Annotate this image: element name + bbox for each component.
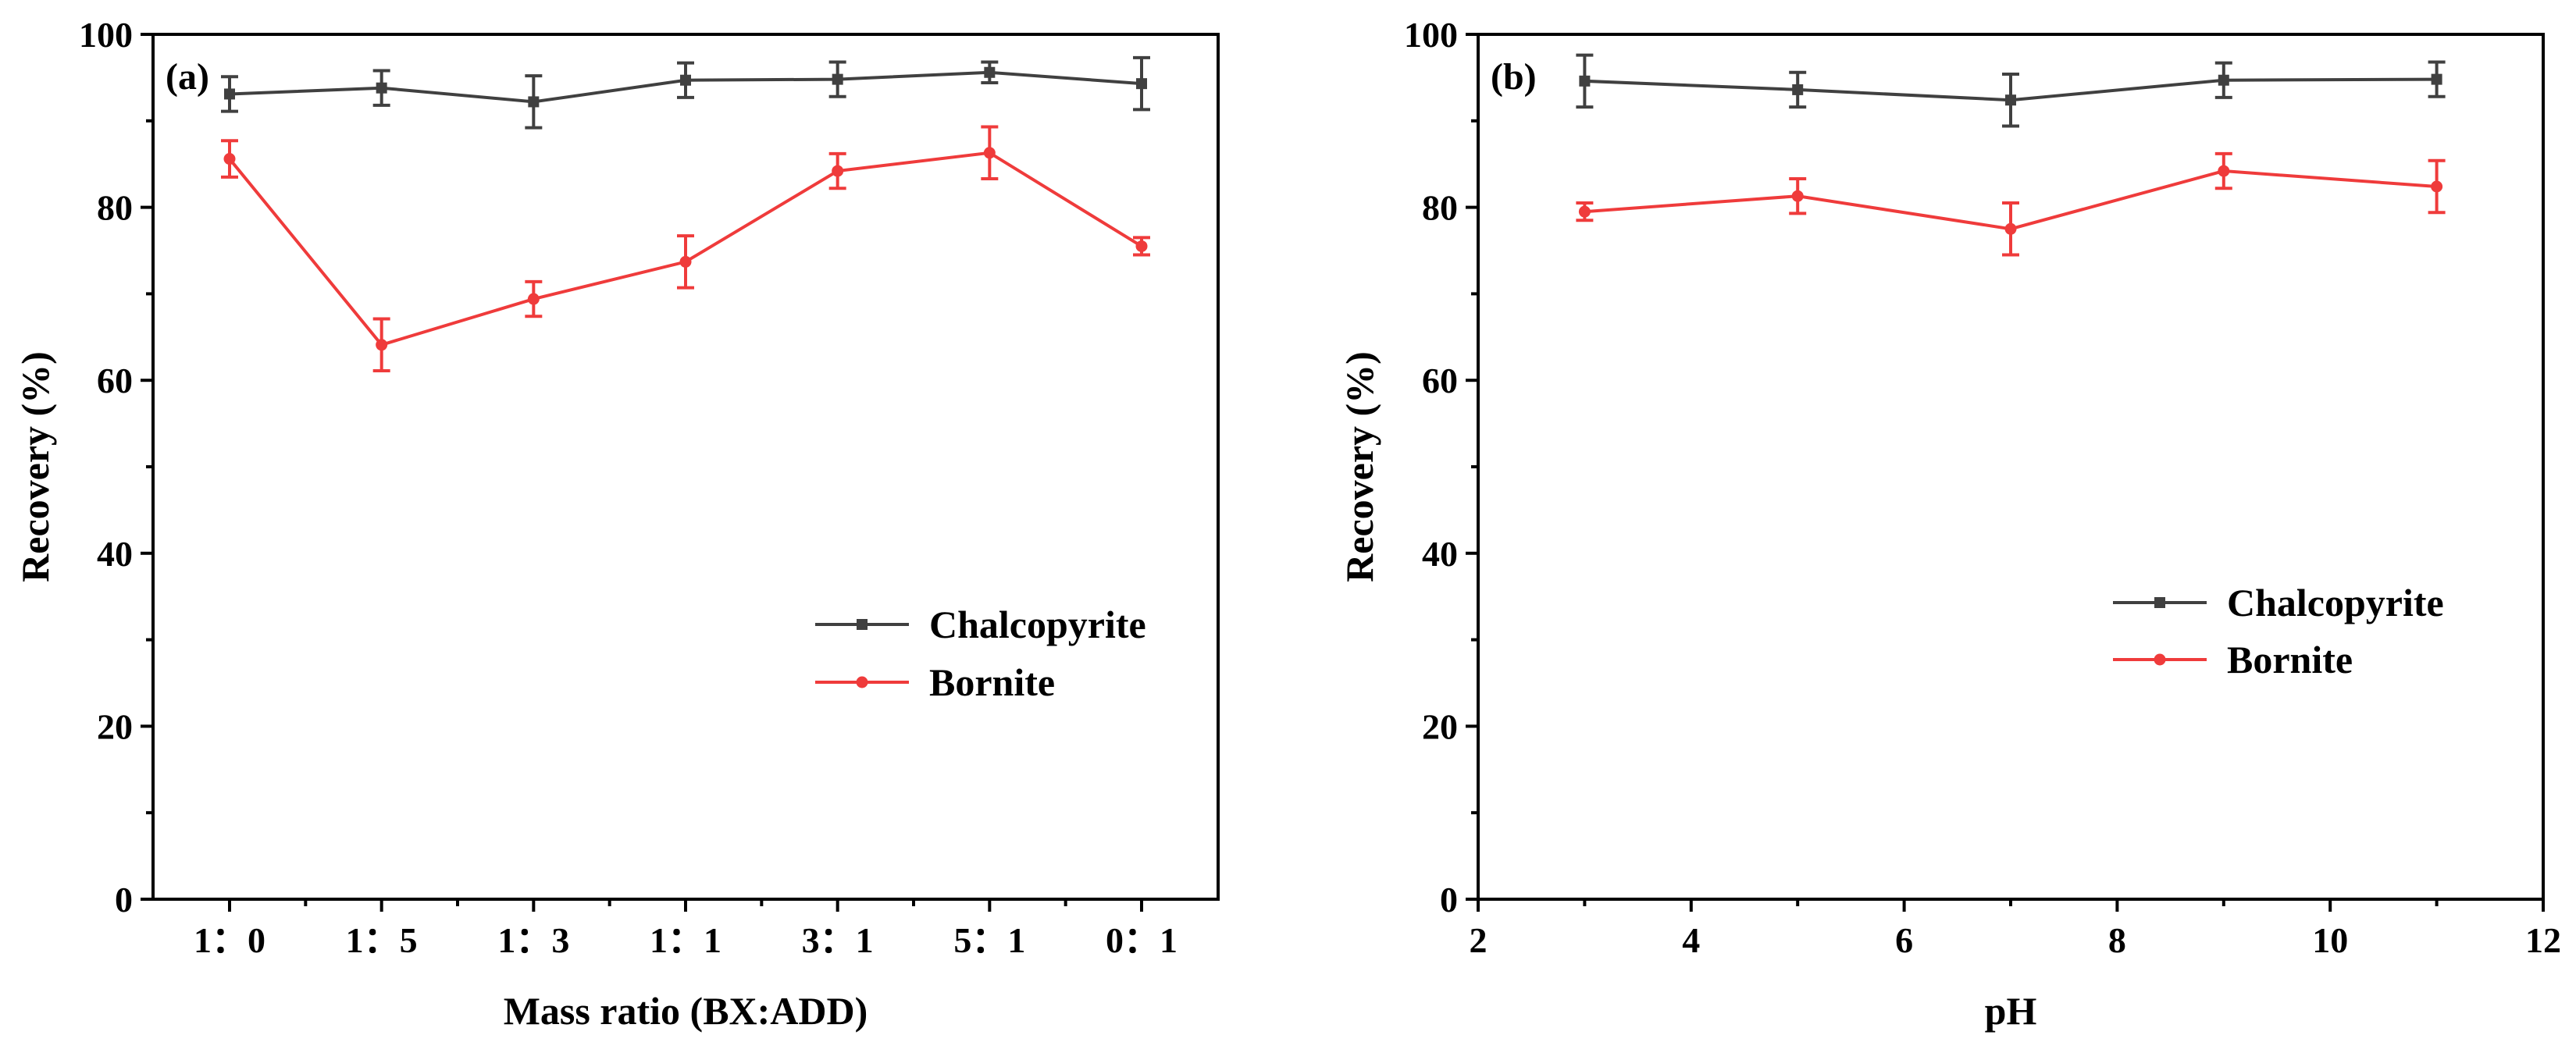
data-point-circle [1578, 205, 1591, 218]
data-point-square [1579, 75, 1591, 87]
x-tick-label: 5：1 [953, 920, 1025, 960]
data-point-square [2005, 94, 2016, 106]
data-point-square [528, 96, 540, 108]
legend: Chalcopyrite Bornite [2113, 581, 2444, 681]
data-point-circle [2004, 222, 2017, 235]
data-point-square [1136, 78, 1147, 90]
y-tick-label: 80 [97, 188, 133, 228]
x-tick-label: 10 [2312, 920, 2348, 960]
data-point-circle [2218, 165, 2230, 177]
y-tick-label: 40 [97, 534, 133, 574]
y-tick-label: 60 [97, 361, 133, 400]
legend-label: Bornite [2227, 638, 2353, 681]
y-tick-label: 60 [1422, 361, 1458, 400]
x-tick-label: 3：1 [802, 920, 874, 960]
x-tick-label: 2 [1470, 920, 1488, 960]
x-axis-title: pH [1985, 989, 2037, 1033]
series-bornite [1576, 151, 2446, 257]
y-tick-label: 0 [1440, 880, 1458, 919]
legend-label: Bornite [929, 660, 1055, 704]
series-chalcopyrite [221, 55, 1150, 130]
data-point-circle [1135, 240, 1148, 252]
x-tick-label: 6 [1895, 920, 1913, 960]
panel-label: (b) [1491, 56, 1537, 98]
data-point-square [832, 73, 843, 85]
x-tick-label: 12 [2525, 920, 2561, 960]
x-tick-label: 1：5 [346, 920, 418, 960]
x-tick-label: 0：1 [1106, 920, 1178, 960]
y-axis-title: Recovery (%) [13, 351, 57, 582]
x-tick-label: 8 [2108, 920, 2126, 960]
y-tick-label: 80 [1422, 188, 1458, 228]
legend-marker-square [857, 619, 868, 630]
data-point-circle [223, 153, 236, 165]
data-point-circle [1791, 190, 1804, 202]
data-point-square [680, 74, 691, 86]
y-tick-label: 100 [79, 15, 133, 55]
y-tick-label: 20 [97, 706, 133, 746]
data-point-square [984, 66, 996, 78]
data-point-circle [527, 293, 540, 305]
y-tick-label: 0 [115, 880, 133, 919]
x-tick-label: 4 [1682, 920, 1700, 960]
series-bornite [221, 125, 1150, 373]
data-point-square [2431, 73, 2442, 85]
data-point-circle [983, 147, 996, 159]
legend-marker-circle [856, 676, 868, 688]
series-chalcopyrite [1576, 53, 2446, 128]
x-axis-title: Mass ratio (BX:ADD) [504, 989, 868, 1033]
panel-label: (a) [166, 56, 209, 98]
y-tick-label: 20 [1422, 706, 1458, 746]
legend: Chalcopyrite Bornite [815, 603, 1146, 704]
data-point-circle [679, 255, 692, 268]
legend-marker-circle [2154, 653, 2166, 666]
data-point-circle [2431, 180, 2443, 193]
legend-marker-square [2154, 597, 2165, 608]
data-point-square [224, 88, 235, 100]
chart-panel-b: 0 20 40 60 80 100 2 4 6 8 10 12 pH Recovery (%) (b) Cha… [1338, 15, 2561, 1033]
y-tick-label: 40 [1422, 534, 1458, 574]
chart-panel-a: 0 20 40 60 80 100 1：0 1：5 1：3 1：1 3：1 5：1 0：1 Mass ra… [13, 15, 1220, 1033]
data-point-square [2218, 74, 2229, 86]
y-tick-label: 100 [1404, 15, 1458, 55]
x-tick-label: 1：3 [497, 920, 569, 960]
legend-label: Chalcopyrite [2227, 581, 2444, 624]
legend-label: Chalcopyrite [929, 603, 1146, 646]
data-point-circle [376, 339, 388, 351]
y-axis-title: Recovery (%) [1338, 351, 1381, 582]
data-point-circle [832, 165, 844, 177]
data-point-square [1792, 84, 1804, 95]
x-tick-label: 1：0 [194, 920, 265, 960]
data-point-square [376, 82, 387, 94]
x-tick-label: 1：1 [650, 920, 721, 960]
